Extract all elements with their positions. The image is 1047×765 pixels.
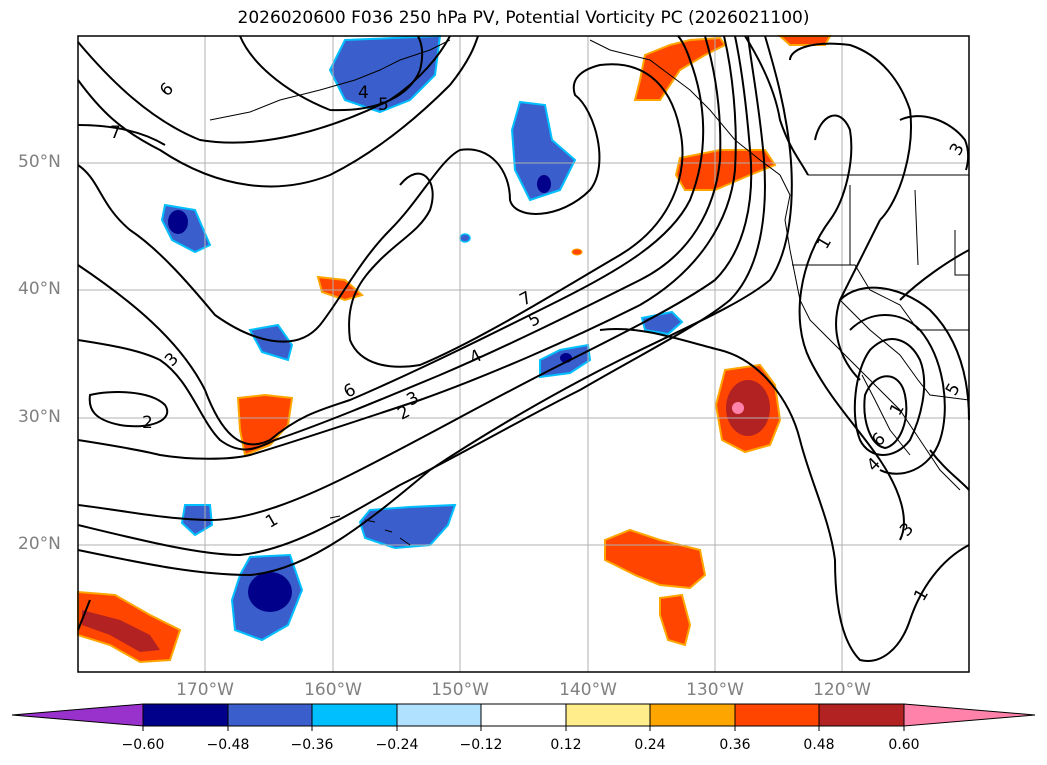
- colorbar-swatch: [142, 703, 229, 727]
- lon-label: 150°W: [431, 680, 489, 700]
- colorbar-tick-label: −0.24: [375, 737, 419, 753]
- lat-label: 20°N: [18, 534, 61, 554]
- lon-label: 170°W: [176, 680, 234, 700]
- positive-anomaly-core: [726, 380, 770, 436]
- colorbar-swatch: [818, 703, 905, 727]
- coastlines: [209, 39, 970, 546]
- colorbar-tick-label: 0.36: [719, 737, 751, 753]
- contour-label: 5: [378, 95, 389, 115]
- negative-anomaly-region: [459, 233, 471, 243]
- positive-anomaly-core: [82, 610, 160, 652]
- negative-anomaly-core: [537, 175, 551, 193]
- contour-label: 7: [110, 123, 121, 143]
- negative-anomaly-region: [510, 100, 577, 202]
- colorbar-ticks: [142, 726, 905, 731]
- lat-label: 40°N: [18, 279, 61, 299]
- colorbar-swatch: [649, 703, 736, 727]
- lon-label: 160°W: [304, 680, 362, 700]
- colorbar-swatch: [734, 703, 820, 727]
- positive-anomaly-region: [659, 593, 692, 647]
- positive-anomaly-region: [236, 393, 294, 457]
- colorbar-swatch: [396, 703, 482, 727]
- colorbar-swatch: [480, 703, 567, 727]
- contour-label: 4: [358, 83, 369, 103]
- colorbar-tick-label: −0.60: [121, 737, 165, 753]
- contour-label: 2: [142, 413, 153, 433]
- colorbar-tick-label: −0.12: [459, 737, 503, 753]
- colorbar-tick-label: 0.12: [550, 737, 582, 753]
- colorbar-extend-high: [903, 703, 1036, 727]
- colorbar-extend-low: [11, 703, 144, 727]
- positive-anomaly-peak: [732, 402, 744, 414]
- colorbar-swatch: [565, 703, 651, 727]
- colorbar-tick-label: 0.48: [803, 737, 835, 753]
- map-title: 2026020600 F036 250 hPa PV, Potential Vo…: [237, 8, 810, 28]
- negative-anomaly-region: [248, 323, 294, 362]
- map-frame: [77, 35, 970, 673]
- lon-label: 140°W: [559, 680, 617, 700]
- lat-label: 30°N: [18, 407, 61, 427]
- colorbar-tick-label: −0.36: [290, 737, 334, 753]
- colorbar-tick-label: −0.48: [206, 737, 250, 753]
- map-gridlines: [78, 36, 969, 672]
- positive-anomaly-region: [571, 248, 583, 256]
- pv-anomaly-shading: [77, 34, 832, 664]
- pv-contours: [77, 35, 970, 662]
- colorbar: [11, 703, 1036, 727]
- lon-label: 120°W: [813, 680, 871, 700]
- colorbar-tick-label: 0.60: [888, 737, 920, 753]
- lon-label: 130°W: [686, 680, 744, 700]
- colorbar-tick-label: 0.24: [634, 737, 666, 753]
- lat-label: 50°N: [18, 152, 61, 172]
- negative-anomaly-core: [248, 572, 292, 612]
- colorbar-swatch: [227, 703, 313, 727]
- colorbar-swatch: [311, 703, 398, 727]
- negative-anomaly-core: [168, 210, 188, 234]
